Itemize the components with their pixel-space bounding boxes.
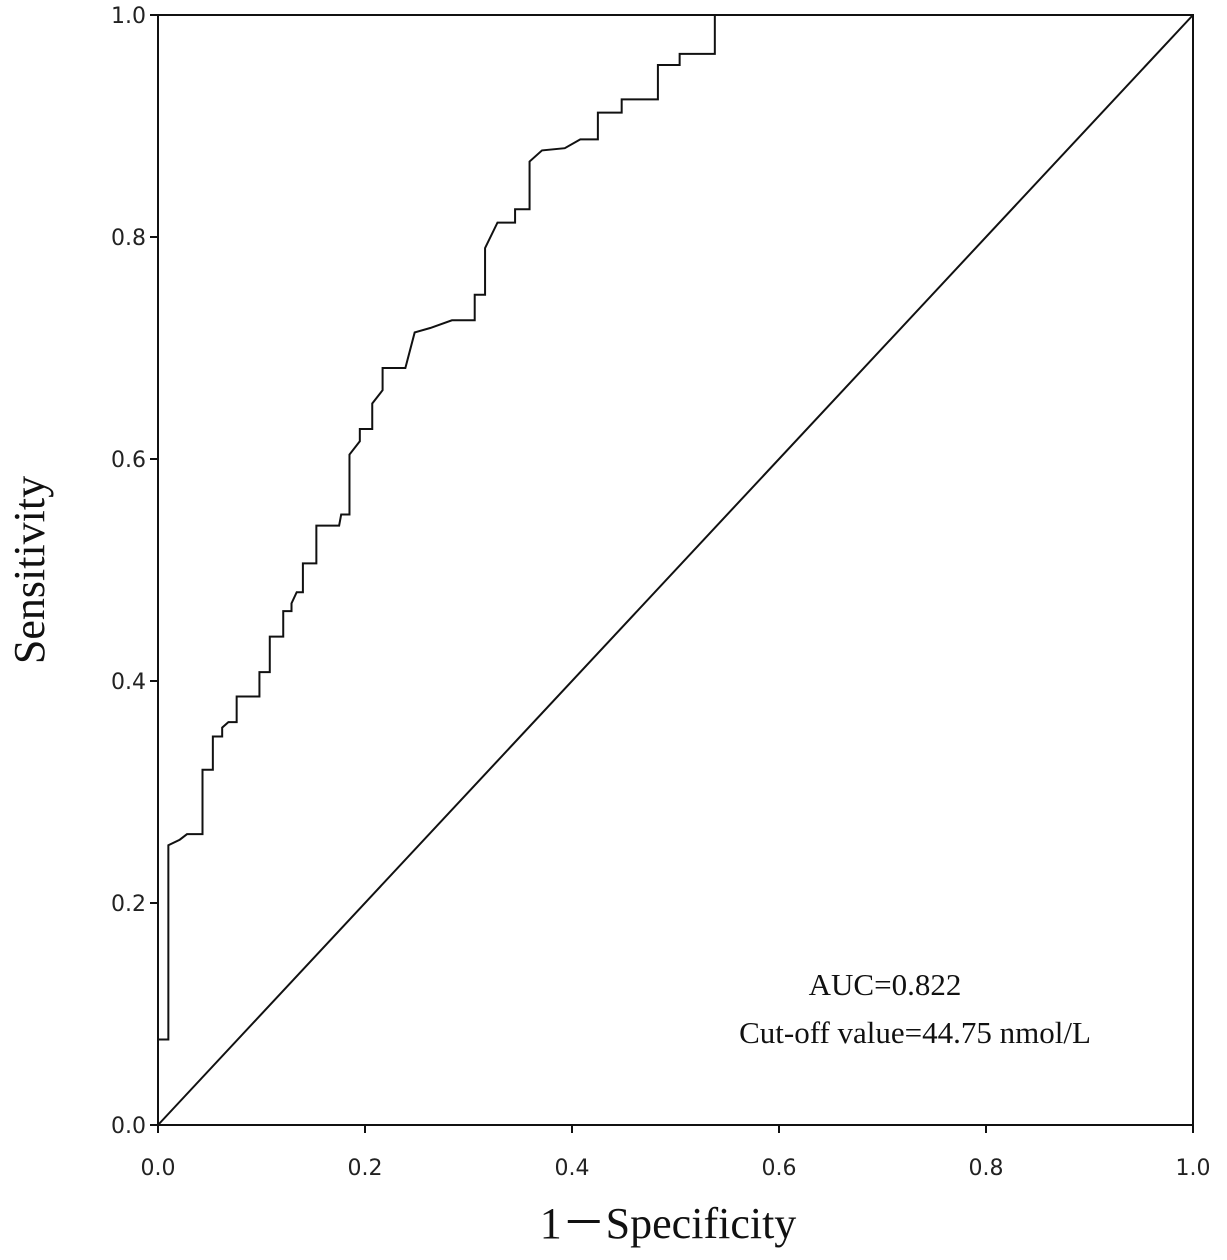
roc-line	[157, 14, 1194, 1126]
y-tick-label: 0.0	[111, 1114, 146, 1139]
x-tick-label: 0.2	[348, 1156, 383, 1181]
x-tick-label: 0.8	[969, 1156, 1004, 1181]
x-tick-label: 0.0	[141, 1156, 176, 1181]
x-tick-label: 0.4	[555, 1156, 590, 1181]
roc-line	[157, 14, 1193, 1125]
y-tick-label: 0.6	[111, 448, 146, 473]
annotation: Cut-off value=44.75 nmol/L	[739, 1015, 1091, 1050]
plot-frame	[157, 14, 1194, 1126]
y-axis-label: Sensitivity	[5, 476, 54, 664]
y-tick-label: 0.4	[111, 670, 146, 695]
x-axis-label: 1－Specificity	[540, 1199, 797, 1248]
y-tick-label: 0.8	[111, 226, 146, 251]
y-tick-label: 1.0	[111, 4, 146, 29]
x-tick-label: 1.0	[1176, 1156, 1211, 1181]
annotation: AUC=0.822	[809, 967, 962, 1002]
y-tick-label: 0.2	[111, 892, 146, 917]
x-tick-label: 0.6	[762, 1156, 797, 1181]
